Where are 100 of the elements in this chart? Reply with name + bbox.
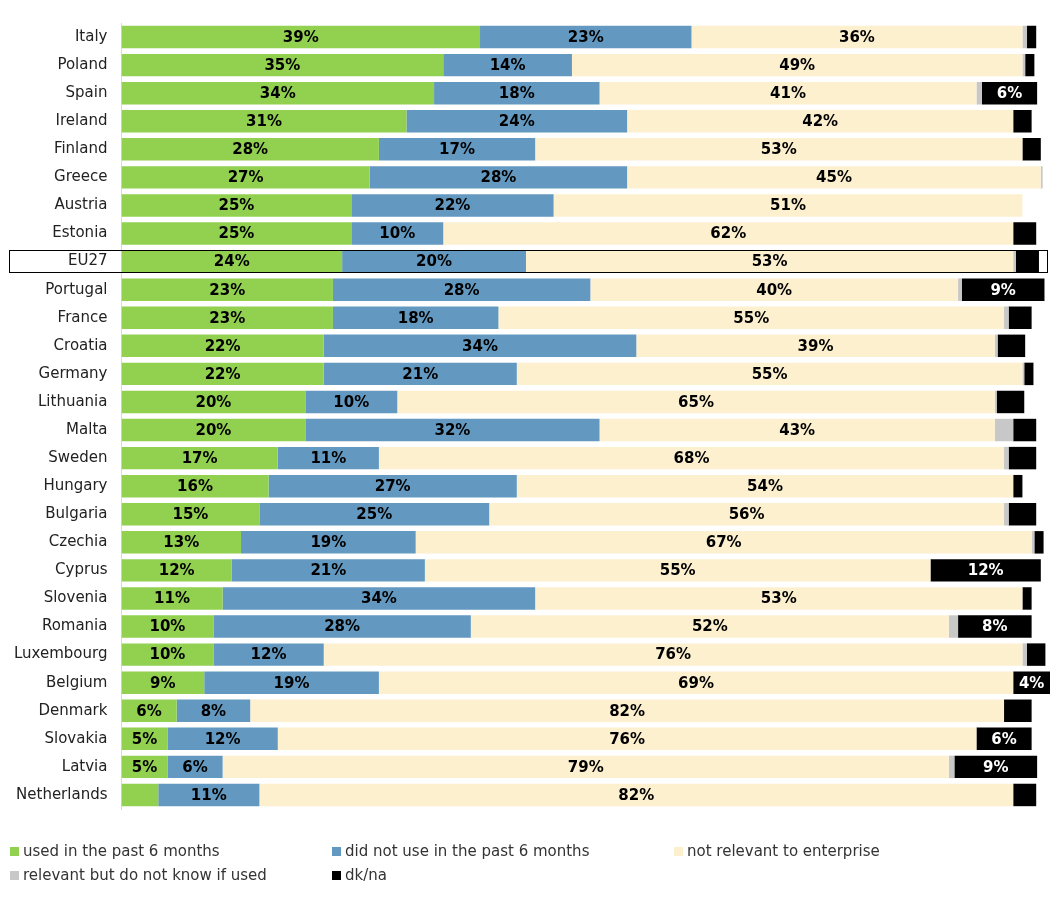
bar xyxy=(121,81,435,105)
data-label: 25% xyxy=(356,505,393,524)
data-label: 22% xyxy=(204,336,241,355)
data-label: 13% xyxy=(163,533,200,552)
bar xyxy=(1027,25,1037,49)
data-label: 62% xyxy=(710,224,747,243)
y-tick-label: Estonia xyxy=(52,223,108,242)
legend-label: not relevant to enterprise xyxy=(687,842,880,860)
y-tick-label: Sweden xyxy=(48,448,108,466)
bar xyxy=(121,783,159,807)
data-label: 8% xyxy=(982,617,1008,636)
data-label: 23% xyxy=(209,280,246,299)
bar xyxy=(525,250,1014,273)
bar xyxy=(489,503,1005,526)
data-label: 25% xyxy=(218,224,255,243)
bar xyxy=(930,559,1041,582)
data-label: 52% xyxy=(691,617,728,636)
data-label: 43% xyxy=(779,420,816,439)
data-label: 23% xyxy=(567,27,604,46)
data-label: 55% xyxy=(659,561,696,580)
y-tick-label: Romania xyxy=(41,616,108,635)
bar xyxy=(241,531,416,554)
bar xyxy=(121,390,306,414)
data-label: 6% xyxy=(996,84,1023,103)
bar xyxy=(1034,531,1044,554)
bar xyxy=(277,727,977,751)
data-label: 45% xyxy=(816,168,852,187)
bar xyxy=(1024,362,1034,386)
bar xyxy=(213,615,471,638)
data-label: 42% xyxy=(802,112,839,131)
y-tick-label: Bulgaria xyxy=(45,504,108,523)
data-label: 5% xyxy=(131,757,158,776)
data-label: 36% xyxy=(838,27,875,46)
bar xyxy=(1013,474,1023,498)
y-tick-label: Cyprus xyxy=(55,560,108,579)
y-tick-label: Malta xyxy=(66,419,108,438)
bar xyxy=(1027,643,1046,666)
data-label: 18% xyxy=(498,84,535,103)
bar xyxy=(1004,306,1009,329)
data-label: 22% xyxy=(204,364,241,383)
data-label: 9% xyxy=(983,757,1009,776)
bar xyxy=(599,418,995,442)
bar xyxy=(332,306,499,329)
data-label: 12% xyxy=(158,561,195,580)
data-label: 6% xyxy=(182,757,208,776)
data-label: 15% xyxy=(172,505,209,524)
y-tick-label: Germany xyxy=(38,363,108,382)
bar xyxy=(961,278,1045,301)
bar xyxy=(1004,699,1032,722)
bar xyxy=(1013,222,1037,245)
y-tick-label: Luxembourg xyxy=(13,644,108,663)
data-label: 10% xyxy=(379,224,416,243)
bar xyxy=(627,110,1014,133)
bar xyxy=(1025,53,1035,77)
data-label: 67% xyxy=(705,533,742,552)
y-tick-label: France xyxy=(57,307,108,326)
bar xyxy=(424,559,931,582)
bar xyxy=(222,587,536,610)
bar xyxy=(976,81,982,105)
y-tick-label: Latvia xyxy=(61,756,108,775)
y-tick-label: Poland xyxy=(57,55,108,73)
legend-label: used in the past 6 months xyxy=(23,842,220,860)
data-label: 16% xyxy=(177,477,213,496)
bar xyxy=(213,643,324,666)
data-label: 28% xyxy=(232,140,269,159)
data-label: 79% xyxy=(567,757,604,776)
bar xyxy=(323,362,517,386)
bar xyxy=(121,53,444,77)
bar xyxy=(636,334,995,358)
bar xyxy=(378,446,1005,470)
bar xyxy=(1008,503,1037,526)
bar xyxy=(470,615,949,638)
y-tick-label: Netherlands xyxy=(16,784,108,803)
bar xyxy=(958,615,1032,638)
y-tick-label: Spain xyxy=(65,83,108,102)
bar xyxy=(259,503,490,526)
data-label: 28% xyxy=(443,280,480,299)
bar xyxy=(222,755,949,779)
data-label: 10% xyxy=(149,617,186,636)
bar xyxy=(121,446,278,470)
data-label: 51% xyxy=(770,196,806,215)
bar xyxy=(121,138,379,161)
bar xyxy=(406,110,628,133)
data-label: 82% xyxy=(618,785,655,804)
bar xyxy=(121,306,333,329)
bar xyxy=(332,278,591,301)
y-tick-label: Portugal xyxy=(45,279,108,298)
data-label: 82% xyxy=(609,701,646,720)
bar xyxy=(378,671,1014,694)
data-label: 5% xyxy=(131,729,158,748)
data-label: 4% xyxy=(1018,673,1045,692)
data-label: 12% xyxy=(250,645,287,664)
bar xyxy=(571,53,1023,77)
bar xyxy=(121,474,269,498)
y-tick-label: Austria xyxy=(54,195,108,214)
bar xyxy=(121,559,232,582)
data-label: 6% xyxy=(991,729,1017,748)
bar xyxy=(948,615,959,638)
bar xyxy=(443,53,572,77)
data-label: 34% xyxy=(259,84,296,103)
